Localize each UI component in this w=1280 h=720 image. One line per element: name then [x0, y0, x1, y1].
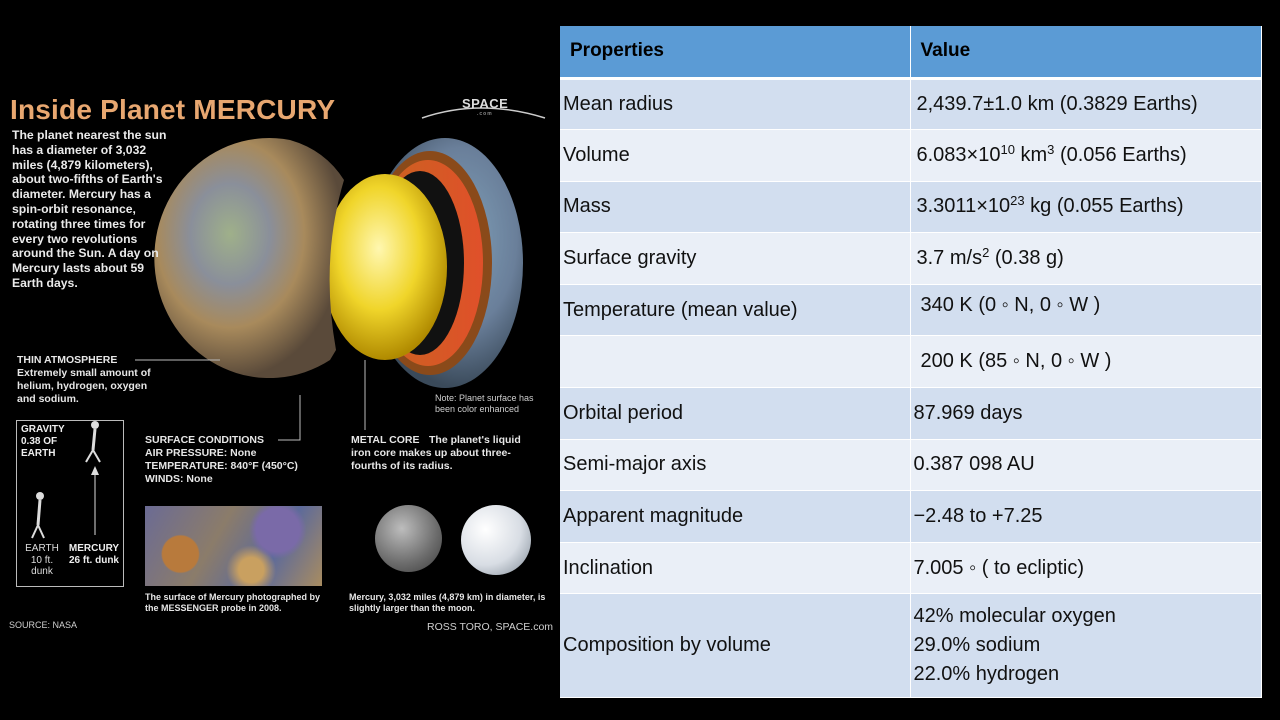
metal-core-text: The planet's liquid iron core makes up a… — [351, 434, 521, 472]
composition-item: 29.0% sodium — [913, 634, 1041, 657]
property-cell: Apparent magnitude — [560, 490, 911, 543]
gravity-comparison-box: GRAVITY 0.38 OF EARTH EARTH 10 ft. dunk … — [16, 420, 124, 587]
space-logo: SPACE — [462, 96, 509, 111]
table-row: Orbital period 87.969 days — [560, 387, 1262, 440]
table-header-row: Properties Value — [560, 26, 1262, 80]
header-value: Value — [910, 26, 1262, 80]
value-cell: 3.7 m/s2 (0.38 g) — [910, 232, 1262, 285]
planet-surface — [154, 138, 344, 379]
logo-arc — [421, 107, 546, 119]
header-properties: Properties — [560, 26, 911, 80]
mercury-player-icon — [91, 421, 99, 429]
table-row: Inclination 7.005 ◦ ( to ecliptic) — [560, 542, 1262, 595]
property-cell — [560, 335, 911, 389]
table-row: Mass 3.3011×1023 kg (0.055 Earths) — [560, 181, 1262, 234]
metal-core-title: METAL CORE — [351, 434, 420, 446]
infographic-title: Inside Planet MERCURY — [10, 94, 336, 125]
atmosphere-title: THIN ATMOSPHERE — [17, 354, 118, 366]
table-row: Volume 6.083×1010 km3 (0.056 Earths) — [560, 129, 1262, 182]
photo-caption: The surface of Mercury photographed by t… — [145, 592, 321, 613]
property-cell: Mean radius — [560, 78, 911, 131]
surface-conditions-title: SURFACE CONDITIONS — [145, 434, 265, 446]
table-row: Semi-major axis 0.387 098 AU — [560, 439, 1262, 492]
surface-winds: WINDS: None — [145, 473, 213, 485]
value-cell: 2,439.7±1.0 km (0.3829 Earths) — [910, 78, 1262, 131]
property-cell: Composition by volume — [560, 593, 911, 699]
planet-cutaway-illustration — [31, 107, 546, 539]
gravity-label: GRAVITY 0.38 OF EARTH — [21, 424, 65, 459]
value-cell: 0.387 098 AU — [910, 439, 1262, 492]
table-row: Surface gravity 3.7 m/s2 (0.38 g) — [560, 232, 1262, 285]
value-cell: 6.083×1010 km3 (0.056 Earths) — [910, 129, 1262, 182]
table-row: Composition by volume 42% molecular oxyg… — [560, 593, 1262, 699]
surface-air-pressure: AIR PRESSURE: None — [145, 447, 257, 459]
space-logo-sub: .com — [477, 111, 493, 117]
mercury-dunk-label: MERCURY 26 ft. dunk — [68, 543, 120, 566]
table-row: Apparent magnitude −2.48 to +7.25 — [560, 490, 1262, 543]
surface-leader — [278, 395, 301, 441]
property-cell: Surface gravity — [560, 232, 911, 285]
mercury-infographic: Inside Planet MERCURY The planet nearest… — [0, 60, 555, 645]
mercury-properties-table: Properties Value Mean radius 2,439.7±1.0… — [560, 26, 1262, 699]
property-cell: Inclination — [560, 542, 911, 595]
composition-item: 42% molecular oxygen — [913, 605, 1116, 628]
surface-temperature: TEMPERATURE: 840°F (450°C) — [145, 460, 298, 472]
value-cell: 3.3011×1023 kg (0.055 Earths) — [910, 181, 1262, 234]
property-cell: Orbital period — [560, 387, 911, 440]
table-row: Temperature (mean value) 340 K (0 ◦ N, 0… — [560, 284, 1262, 337]
value-cell: 42% molecular oxygen 29.0% sodium 22.0% … — [910, 593, 1262, 699]
value-cell: 200 K (85 ◦ N, 0 ◦ W ) — [910, 335, 1262, 389]
property-cell: Volume — [560, 129, 911, 182]
surface-note: Note: Planet surface has been color enha… — [435, 393, 534, 414]
value-cell: 87.969 days — [910, 387, 1262, 440]
value-cell: 340 K (0 ◦ N, 0 ◦ W ) — [910, 284, 1262, 337]
composition-item: 22.0% hydrogen — [913, 663, 1060, 686]
atmosphere-text: Extremely small amount of helium, hydrog… — [17, 367, 151, 405]
moon-image — [461, 505, 531, 575]
earth-player-icon — [36, 492, 44, 500]
messenger-surface-photo — [145, 506, 322, 586]
earth-dunk-label: EARTH 10 ft. dunk — [25, 543, 59, 577]
metal-core — [323, 174, 447, 360]
table-row: Mean radius 2,439.7±1.0 km (0.3829 Earth… — [560, 78, 1262, 131]
value-cell: 7.005 ◦ ( to ecliptic) — [910, 542, 1262, 595]
source-note: SOURCE: NASA — [9, 620, 78, 630]
credit-note: ROSS TORO, SPACE.com — [427, 621, 554, 633]
infographic-intro: The planet nearest the sun has a diamete… — [12, 128, 167, 290]
property-cell: Semi-major axis — [560, 439, 911, 492]
mercury-image — [375, 505, 442, 572]
moon-caption: Mercury, 3,032 miles (4,879 km) in diame… — [349, 592, 546, 613]
property-cell: Mass — [560, 181, 911, 234]
property-cell: Temperature (mean value) — [560, 284, 911, 337]
table-row: 200 K (85 ◦ N, 0 ◦ W ) — [560, 335, 1262, 389]
value-cell: −2.48 to +7.25 — [910, 490, 1262, 543]
